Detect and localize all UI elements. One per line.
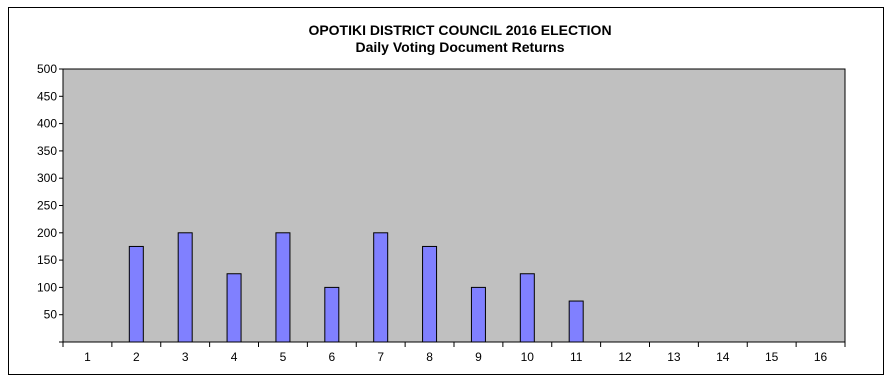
x-axis: 1 2 3 4 5 6 7 8 9 10 11 12 13 14 15 16 [62,342,846,364]
y-tick-label: 500 [37,62,57,76]
bar-day-11 [568,300,584,343]
bar-day-7 [373,232,389,343]
y-tick-label: 150 [37,253,57,267]
y-tick-label: 50 [44,308,58,322]
chart-subtitle: Daily Voting Document Returns [356,39,565,55]
x-tick-label: 10 [521,350,535,364]
plot-area [62,68,846,343]
y-tick-label: 450 [37,89,57,103]
bar-day-9 [470,286,486,343]
x-tick-label: 5 [280,350,287,364]
x-tick-label: 16 [814,350,828,364]
x-tick-label: 12 [618,350,632,364]
chart-frame: OPOTIKI DISTRICT COUNCIL 2016 ELECTION D… [8,7,884,375]
x-tick-label: 11 [570,350,583,364]
bar-day-10 [519,273,535,343]
x-tick-label: 2 [133,350,140,364]
bar-day-6 [324,286,340,343]
bars [128,232,584,343]
bar-day-8 [422,245,438,343]
chart-title: OPOTIKI DISTRICT COUNCIL 2016 ELECTION [308,22,611,38]
y-tick-label: 350 [37,144,57,158]
y-tick-label: 300 [37,171,57,185]
x-tick-label: 1 [84,350,91,364]
y-axis: 50 100 150 200 250 300 350 400 450 500 [37,62,63,343]
y-tick-label: 200 [37,226,57,240]
y-tick-label: 250 [37,199,57,213]
bar-day-4 [226,273,242,343]
x-tick-label: 6 [328,350,335,364]
x-tick-label: 8 [426,350,433,364]
y-tick-label: 100 [37,280,57,294]
bar-day-3 [177,232,193,343]
bar-chart: OPOTIKI DISTRICT COUNCIL 2016 ELECTION D… [8,7,884,375]
bar-day-5 [275,232,291,343]
x-tick-label: 7 [377,350,384,364]
x-tick-label: 4 [231,350,238,364]
x-tick-label: 13 [667,350,681,364]
y-tick-label: 400 [37,117,57,131]
x-tick-label: 3 [182,350,189,364]
bar-day-2 [128,245,144,343]
x-tick-label: 15 [765,350,779,364]
x-tick-label: 9 [475,350,482,364]
x-tick-label: 14 [716,350,730,364]
